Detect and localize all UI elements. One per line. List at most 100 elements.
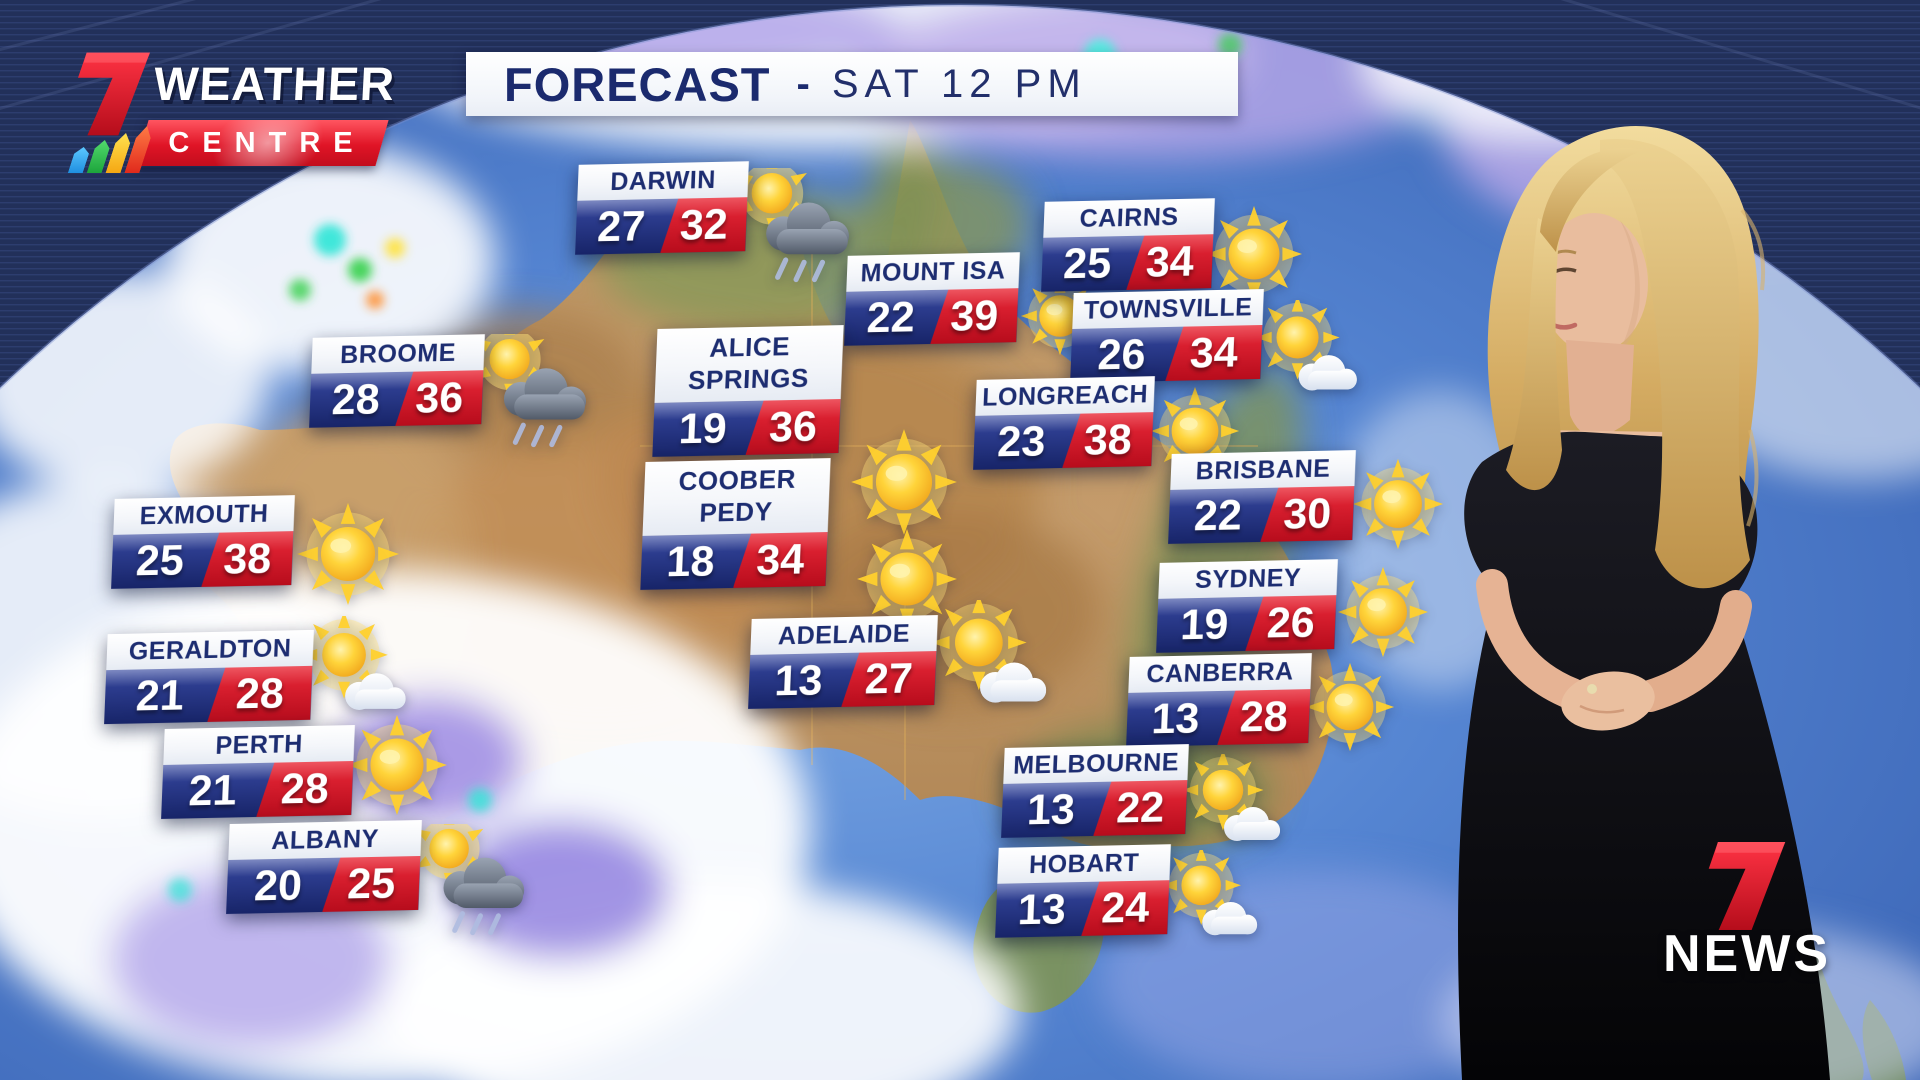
- sunny-icon: [1352, 458, 1444, 550]
- max-temperature: 26: [1245, 595, 1336, 651]
- min-temperature: 27: [596, 201, 647, 251]
- partly-cloudy-icon: [1185, 754, 1285, 854]
- sunny-icon: [850, 428, 958, 536]
- chevron-blue-icon: [68, 147, 91, 173]
- forecast-title: FORECAST: [504, 57, 771, 111]
- temperature-strip: 13 28: [1126, 689, 1311, 747]
- max-temperature: 39: [930, 288, 1018, 344]
- partly-cloudy-icon: [934, 600, 1052, 718]
- temperature-strip: 13 22: [1001, 780, 1188, 838]
- city-name-label: DARWIN: [577, 161, 749, 201]
- max-temperature: 38: [1062, 412, 1153, 468]
- max-temperature: 38: [201, 531, 293, 587]
- seven-news-logo: NEWS: [1652, 842, 1842, 987]
- weather-centre-logo: WEATHER CENTRE: [70, 40, 490, 180]
- partly-cloudy-icon: [303, 616, 411, 724]
- city-name-label: MOUNT ISA: [846, 252, 1020, 292]
- city-forecast-box: ADELAIDE 13 27: [748, 615, 938, 709]
- min-temperature: 18: [665, 536, 716, 586]
- centre-wordmark: CENTRE: [168, 126, 366, 159]
- min-temperature: 13: [1026, 784, 1076, 834]
- temperature-strip: 23 38: [973, 412, 1154, 470]
- temperature-strip: 19 36: [652, 399, 841, 457]
- storm-shower-icon: [480, 334, 594, 448]
- min-temperature: 26: [1096, 329, 1147, 379]
- city-name-label: ADELAIDE: [750, 615, 938, 655]
- temperature-strip: 26 34: [1070, 325, 1263, 383]
- city-forecast-box: PERTH 21 28: [161, 725, 355, 819]
- max-temperature: 34: [733, 532, 828, 588]
- min-temperature: 23: [996, 416, 1047, 466]
- max-temperature: 36: [395, 370, 483, 426]
- news-wordmark: NEWS: [1663, 925, 1831, 983]
- max-temperature: 32: [660, 197, 747, 253]
- max-temperature: 24: [1081, 880, 1169, 936]
- city-forecast-box: COOBER PEDY 18 34: [640, 458, 831, 590]
- city-name-label: PERTH: [163, 725, 355, 765]
- max-temperature: 34: [1126, 234, 1213, 290]
- city-forecast-box: HOBART 13 24: [995, 844, 1171, 938]
- min-temperature: 22: [865, 292, 916, 342]
- city-name-label: ALBANY: [228, 819, 422, 861]
- city-name-label: CAIRNS: [1043, 198, 1215, 238]
- city-name-label: BRISBANE: [1170, 450, 1356, 490]
- city-forecast-box: MELBOURNE 13 22: [1001, 744, 1189, 838]
- city-forecast-box: BRISBANE 22 30: [1168, 450, 1356, 544]
- max-temperature: 22: [1093, 780, 1187, 836]
- temperature-strip: 22 39: [844, 288, 1019, 346]
- sunny-icon: [346, 714, 448, 816]
- max-temperature: 34: [1165, 325, 1262, 381]
- min-temperature: 21: [134, 671, 185, 721]
- min-temperature: 13: [773, 655, 824, 705]
- globe-rim: [0, 3, 1920, 390]
- temperature-strip: 21 28: [104, 665, 312, 725]
- temperature-strip: 19 26: [1156, 595, 1337, 653]
- weather-wordmark: WEATHER: [152, 57, 397, 110]
- city-forecast-box: MOUNT ISA 22 39: [844, 252, 1020, 346]
- min-temperature: 22: [1193, 490, 1243, 540]
- forecast-valid-time: SAT 12 PM: [831, 61, 1087, 106]
- max-temperature: 28: [207, 666, 312, 722]
- min-temperature: 19: [1179, 599, 1230, 649]
- temperature-strip: 18 34: [640, 532, 828, 590]
- seven-network-icon: [78, 52, 150, 136]
- city-forecast-box: ALBANY 20 25: [226, 819, 422, 915]
- partly-cloudy-icon: [1164, 850, 1262, 948]
- city-name-label: SYDNEY: [1158, 559, 1338, 599]
- max-temperature: 28: [1217, 689, 1310, 745]
- partly-cloudy-icon: [1258, 300, 1362, 404]
- max-temperature: 36: [745, 399, 840, 455]
- min-temperature: 19: [677, 403, 728, 453]
- temperature-strip: 25 38: [111, 531, 294, 589]
- city-forecast-box: EXMOUTH 25 38: [111, 495, 295, 589]
- min-temperature: 25: [1062, 238, 1113, 288]
- centre-banner: CENTRE: [135, 120, 389, 166]
- min-temperature: 13: [1150, 693, 1201, 743]
- sunny-icon: [1337, 566, 1429, 658]
- city-name-label: TOWNSVILLE: [1072, 289, 1264, 329]
- city-forecast-box: DARWIN 27 32: [575, 161, 749, 255]
- sunny-icon: [296, 502, 400, 606]
- temperature-strip: 27 32: [575, 197, 748, 255]
- rainbow-chevrons-icon: [72, 126, 147, 173]
- city-name-label: HOBART: [997, 844, 1171, 884]
- city-forecast-box: TOWNSVILLE 26 34: [1070, 289, 1264, 383]
- min-temperature: 20: [253, 860, 304, 910]
- city-forecast-box: LONGREACH 23 38: [973, 376, 1155, 470]
- city-forecast-box: CAIRNS 25 34: [1041, 198, 1215, 292]
- city-name-label: BROOME: [311, 334, 485, 374]
- city-forecast-box: BROOME 28 36: [309, 334, 485, 428]
- min-temperature: 21: [187, 765, 238, 815]
- min-temperature: 28: [330, 374, 381, 424]
- city-name-label: EXMOUTH: [113, 495, 295, 535]
- storm-shower-icon: [420, 824, 532, 936]
- temperature-strip: 13 24: [995, 880, 1170, 938]
- city-name-label: LONGREACH: [975, 376, 1155, 416]
- storm-shower-icon: [742, 168, 857, 283]
- seven-news-icon: [1708, 842, 1786, 930]
- city-forecast-box: ALICE SPRINGS 19 36: [652, 325, 844, 457]
- city-name-label: COOBER PEDY: [642, 458, 831, 536]
- min-temperature: 13: [1016, 884, 1067, 934]
- city-name-label: CANBERRA: [1128, 653, 1312, 693]
